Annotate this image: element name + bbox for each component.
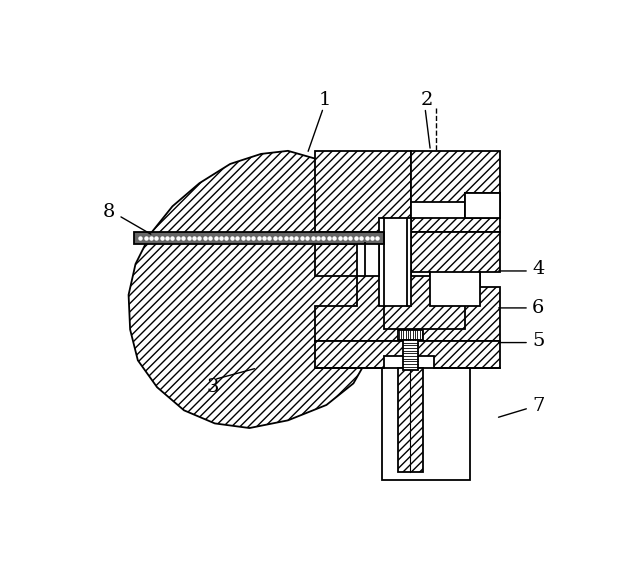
Polygon shape <box>315 151 411 232</box>
Bar <box>465 193 500 218</box>
Text: 6: 6 <box>532 299 544 317</box>
Text: 2: 2 <box>420 91 433 109</box>
Bar <box>357 243 379 276</box>
Bar <box>430 272 480 306</box>
Text: 8: 8 <box>103 204 116 222</box>
Text: 7: 7 <box>532 398 544 416</box>
Polygon shape <box>384 276 465 329</box>
Polygon shape <box>398 368 423 472</box>
Text: 5: 5 <box>532 332 544 350</box>
Bar <box>403 340 418 369</box>
Polygon shape <box>411 151 500 232</box>
Polygon shape <box>129 151 377 428</box>
Polygon shape <box>315 341 500 368</box>
Bar <box>134 232 384 244</box>
Text: 1: 1 <box>319 91 331 109</box>
Polygon shape <box>411 202 465 218</box>
Polygon shape <box>465 193 500 218</box>
Text: 3: 3 <box>206 378 219 396</box>
Bar <box>398 331 423 340</box>
Polygon shape <box>315 244 411 341</box>
Polygon shape <box>411 232 500 341</box>
Bar <box>379 218 411 306</box>
Text: 4: 4 <box>532 261 544 279</box>
Bar <box>382 368 470 479</box>
